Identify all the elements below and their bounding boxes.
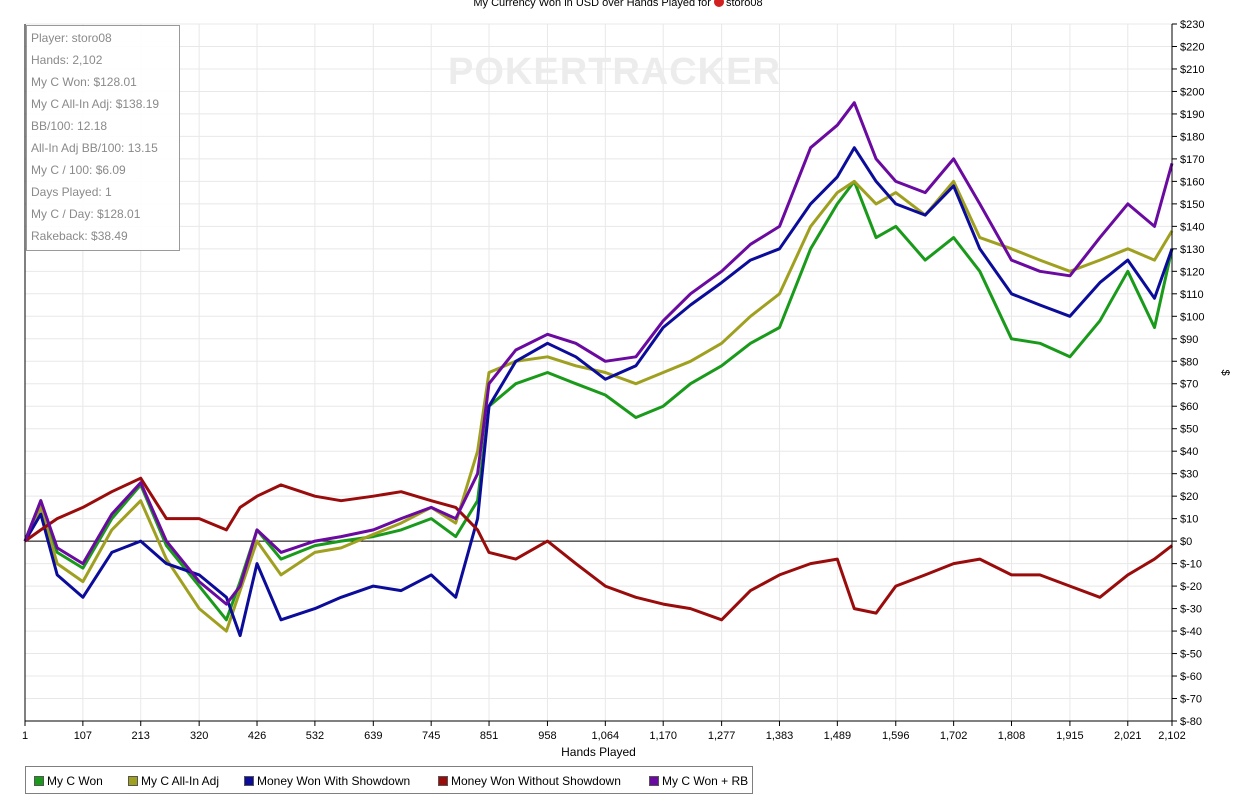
stats-box: Player: storo08 Hands: 2,102 My C Won: $12… <box>26 25 180 251</box>
y-tick-label: $230 <box>1180 19 1204 31</box>
y-tick-label: $60 <box>1180 401 1198 413</box>
stat-line: All-In Adj BB/100: 13.15 <box>31 141 158 155</box>
y-tick-label: $190 <box>1180 109 1204 121</box>
chart-title: My Currency Won in USD over Hands Played… <box>0 0 1236 9</box>
axes: $-80 $-70 $-60 $-50 $-40 $-30 $-20 $-10 $0 $10 $20… <box>22 19 1231 759</box>
y-tick-label: $40 <box>1180 446 1198 458</box>
legend-item[interactable]: My C Won + RB <box>649 774 748 788</box>
y-tick-label: $-70 <box>1180 694 1202 706</box>
legend-swatch <box>34 776 44 786</box>
x-tick-label: 213 <box>132 730 150 742</box>
y-tick-label: $130 <box>1180 244 1204 256</box>
legend-label: My C All-In Adj <box>141 774 220 788</box>
y-tick-label: $200 <box>1180 86 1204 98</box>
stat-line: My C / Day: $128.01 <box>31 207 141 221</box>
legend-swatch <box>128 776 138 786</box>
x-tick-label: 958 <box>538 730 556 742</box>
x-tick-label: 1,170 <box>649 730 677 742</box>
y-tick-label: $50 <box>1180 424 1198 436</box>
chart-title-text: My Currency Won in USD over Hands Played… <box>473 0 711 9</box>
y-tick-label: $160 <box>1180 176 1204 188</box>
x-tick-label: 1,702 <box>940 730 968 742</box>
stat-line: My C Won: $128.01 <box>31 75 137 89</box>
y-tick-label: $140 <box>1180 221 1204 233</box>
x-axis-title: Hands Played <box>561 745 636 759</box>
legend-label: Money Won With Showdown <box>257 774 411 788</box>
legend-item[interactable]: My C Won <box>34 774 103 788</box>
x-tick-label: 639 <box>364 730 382 742</box>
series-line <box>23 101 1174 606</box>
series-lines <box>23 101 1174 638</box>
y-tick-label: $150 <box>1180 199 1204 211</box>
legend-swatch <box>649 776 659 786</box>
x-tick-label: 2,102 <box>1158 730 1186 742</box>
y-tick-label: $0 <box>1180 536 1192 548</box>
poker-chip-icon <box>713 0 724 7</box>
legend: My C Won My C All-In Adj Money Won With Sh… <box>25 766 753 794</box>
stat-line: Rakeback: $38.49 <box>31 229 128 243</box>
stat-line: Player: storo08 <box>31 31 112 45</box>
stat-line: BB/100: 12.18 <box>31 119 108 133</box>
y-tick-label: $80 <box>1180 356 1198 368</box>
y-axis-title: $ <box>1219 369 1231 375</box>
y-tick-label: $30 <box>1180 469 1198 481</box>
legend-swatch <box>244 776 254 786</box>
legend-item[interactable]: Money Won With Showdown <box>244 774 410 788</box>
x-tick-label: 532 <box>306 730 324 742</box>
y-tick-label: $210 <box>1180 64 1204 76</box>
x-tick-label: 1,064 <box>592 730 620 742</box>
y-tick-label: $-10 <box>1180 559 1202 571</box>
x-tick-label: 1,808 <box>998 730 1026 742</box>
y-tick-label: $180 <box>1180 131 1204 143</box>
x-tick-label: 2,021 <box>1114 730 1142 742</box>
legend-label: My C Won + RB <box>662 774 749 788</box>
y-tick-label: $90 <box>1180 334 1198 346</box>
x-tick-label: 1,277 <box>708 730 736 742</box>
y-tick-label: $-30 <box>1180 604 1202 616</box>
chart-title-player: storo08 <box>725 0 763 9</box>
y-tick-label: $100 <box>1180 311 1204 323</box>
x-tick-label: 320 <box>190 730 208 742</box>
legend-item[interactable]: Money Won Without Showdown <box>438 774 621 788</box>
legend-label: Money Won Without Showdown <box>451 774 621 788</box>
x-tick-label: 1,489 <box>824 730 852 742</box>
series-line <box>23 179 1174 622</box>
x-tick-label: 1 <box>22 730 28 742</box>
x-tick-label: 1,915 <box>1056 730 1084 742</box>
x-tick-label: 426 <box>248 730 266 742</box>
stat-line: My C / 100: $6.09 <box>31 163 126 177</box>
legend-swatch <box>438 776 448 786</box>
x-tick-label: 1,383 <box>766 730 794 742</box>
stat-line: Hands: 2,102 <box>31 53 103 67</box>
y-tick-label: $-50 <box>1180 649 1202 661</box>
legend-label: My C Won <box>47 774 103 788</box>
y-tick-label: $-40 <box>1180 626 1202 638</box>
x-tick-label: 851 <box>480 730 498 742</box>
stat-line: My C All-In Adj: $138.19 <box>31 97 160 111</box>
y-tick-label: $120 <box>1180 266 1204 278</box>
x-tick-label: 1,596 <box>882 730 910 742</box>
series-line <box>24 476 1173 622</box>
y-tick-label: $220 <box>1180 41 1204 53</box>
stat-line: Days Played: 1 <box>31 185 112 199</box>
y-tick-label: $110 <box>1180 289 1204 301</box>
y-tick-label: $170 <box>1180 154 1204 166</box>
y-tick-label: $10 <box>1180 514 1198 526</box>
series-line <box>23 146 1174 638</box>
pokertracker-watermark: POKERTRACKER <box>448 51 781 93</box>
y-tick-label: $-60 <box>1180 671 1202 683</box>
x-tick-label: 107 <box>74 730 92 742</box>
y-tick-label: $20 <box>1180 491 1198 503</box>
y-tick-label: $-20 <box>1180 581 1202 593</box>
series-line <box>23 179 1174 633</box>
x-tick-label: 745 <box>422 730 440 742</box>
y-tick-label: $-80 <box>1180 716 1202 728</box>
legend-item[interactable]: My C All-In Adj <box>128 774 219 788</box>
y-tick-label: $70 <box>1180 379 1198 391</box>
